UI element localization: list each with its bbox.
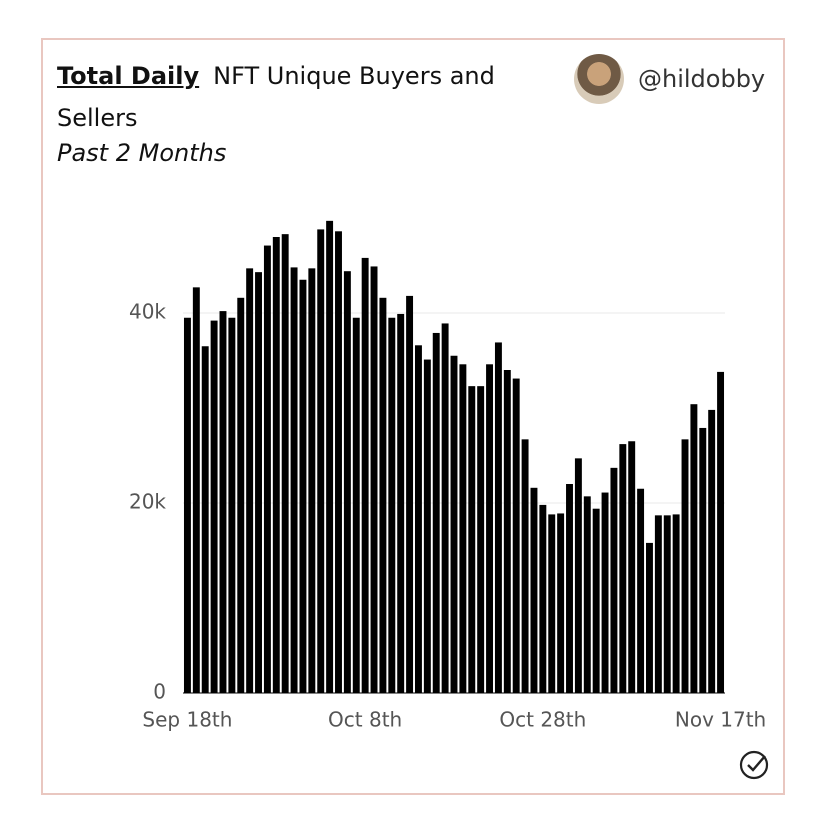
y-tick-label: 20k <box>129 490 166 514</box>
bar <box>299 279 307 693</box>
bar <box>459 364 467 693</box>
bar <box>699 427 707 693</box>
bar <box>681 439 689 693</box>
bar <box>290 267 298 693</box>
bar <box>379 297 387 693</box>
bar <box>183 317 191 693</box>
bar <box>263 245 271 694</box>
bar <box>397 313 405 693</box>
bar <box>423 359 431 693</box>
author-name[interactable]: @hildobby <box>638 65 766 93</box>
bar <box>255 272 262 693</box>
bar <box>717 371 725 693</box>
check-icon[interactable] <box>739 750 769 780</box>
bar <box>566 484 573 693</box>
bar <box>441 323 449 693</box>
bar <box>583 496 591 693</box>
bar <box>335 231 342 694</box>
bar <box>201 346 209 693</box>
card <box>41 38 785 795</box>
bar <box>370 266 378 693</box>
bar <box>486 364 494 693</box>
bar <box>219 311 227 693</box>
bar <box>388 317 396 693</box>
bar <box>610 467 618 693</box>
bar <box>663 515 671 693</box>
bar <box>512 378 520 693</box>
bar <box>477 386 485 693</box>
bar <box>494 342 502 693</box>
author[interactable]: @hildobby <box>574 54 765 104</box>
bar <box>281 234 289 693</box>
bar <box>450 355 458 693</box>
x-tick-label: Sep 18th <box>142 708 232 732</box>
y-tick-label: 40k <box>129 300 166 324</box>
title-text: NFT Unique Buyers and Sellers <box>57 62 495 132</box>
bar <box>672 514 680 693</box>
plot: 0 20k 40k Sep 18th Oct 8th Oct 28th Nov 17th <box>129 220 766 732</box>
bar <box>592 508 600 693</box>
bar <box>361 257 369 693</box>
bar <box>557 513 565 693</box>
bar <box>192 287 200 693</box>
bar <box>601 492 609 693</box>
bar <box>237 297 245 693</box>
bar <box>406 295 414 693</box>
bar <box>708 409 716 693</box>
x-tick-label: Oct 8th <box>328 708 402 732</box>
bar <box>654 515 662 693</box>
bar <box>628 441 636 693</box>
bar <box>646 542 653 693</box>
bar <box>343 271 351 693</box>
bar <box>432 332 440 693</box>
y-tick-label: 0 <box>153 680 166 704</box>
bar <box>352 317 360 693</box>
bar <box>530 487 538 693</box>
bar <box>521 439 529 693</box>
bar <box>539 504 547 693</box>
bar <box>468 386 476 693</box>
bar <box>414 345 422 693</box>
bar <box>690 404 698 693</box>
bar <box>503 370 511 693</box>
bar <box>272 237 280 693</box>
bar <box>308 268 316 693</box>
bar <box>317 229 325 693</box>
bar <box>637 488 645 693</box>
avatar[interactable] <box>574 54 624 104</box>
bar <box>246 268 254 693</box>
title: Total Daily NFT Unique Buyers and Sellers <box>57 55 527 139</box>
bar <box>326 220 334 693</box>
bar <box>619 444 627 693</box>
x-tick-label: Oct 28th <box>499 708 586 732</box>
bar <box>210 320 218 693</box>
bar <box>574 458 582 693</box>
title-link[interactable]: Total Daily <box>57 62 200 90</box>
x-tick-label: Nov 17th <box>675 708 766 732</box>
bar <box>228 317 236 693</box>
subtitle: Past 2 Months <box>57 139 227 167</box>
bar <box>548 514 556 693</box>
